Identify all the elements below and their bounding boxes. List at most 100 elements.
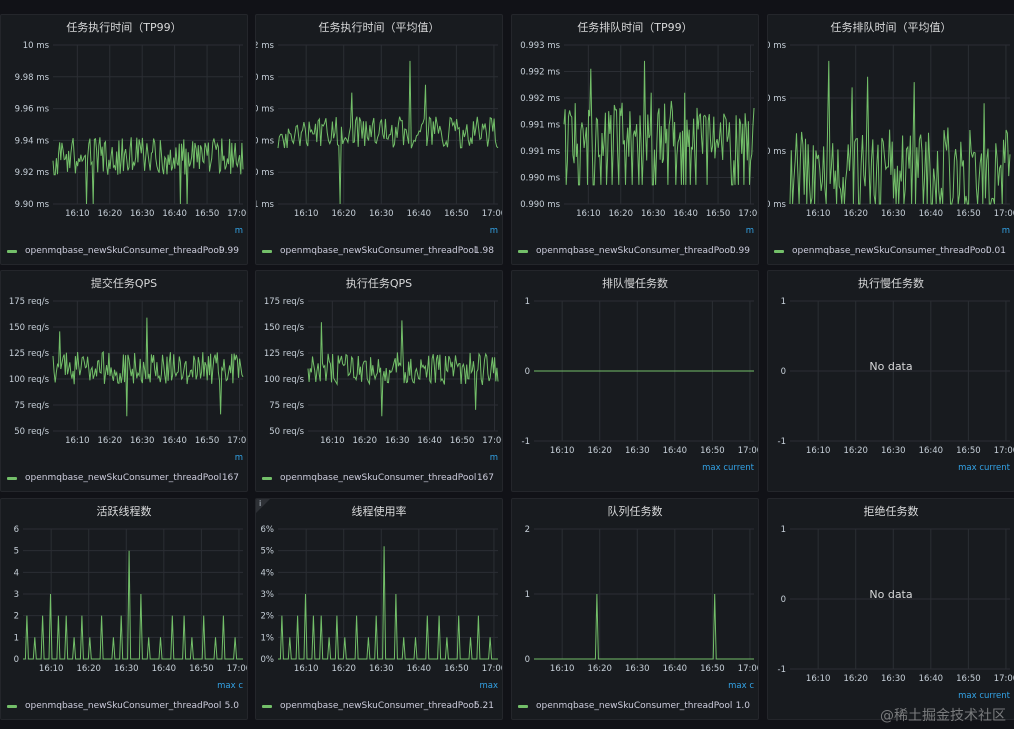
x-tick-label: 16:20: [98, 209, 123, 219]
x-tick-label: 16:40: [663, 446, 688, 456]
panel-p1[interactable]: 任务执行时间（TP99） 9.90 ms 9.92 ms 9.94 ms 9.96 ms…: [0, 14, 248, 265]
legend-header[interactable]: m: [234, 226, 243, 236]
x-tick-label: 16:50: [444, 664, 469, 674]
series-line[interactable]: [534, 593, 754, 660]
legend-value: 5.0: [224, 701, 239, 711]
panel-p8[interactable]: 执行慢任务数 -1 0 1 16:10 16:20 16:30 16:40 16:50 17:00…: [767, 270, 1014, 492]
y-tick-label: 0.0100 ms: [768, 94, 787, 104]
legend-header[interactable]: m: [1001, 226, 1010, 236]
series-line[interactable]: [278, 546, 498, 660]
legend-swatch: [262, 704, 272, 708]
y-tick-label: 100 req/s: [264, 375, 305, 385]
chart-svg: 0% 1% 2% 3% 4% 5% 6% 16:10 16:20 16:30 16:40 16:50 1…: [261, 525, 503, 674]
y-tick-label: 1: [525, 297, 530, 307]
series-line[interactable]: [23, 550, 243, 660]
y-tick-label: 1.80 ms: [256, 73, 275, 83]
y-tick-label: 4%: [261, 568, 275, 578]
legend-value: 5.21: [473, 701, 494, 711]
y-tick-label: 9.96 ms: [15, 105, 50, 115]
y-tick-label: 1: [14, 633, 19, 643]
panel-p9[interactable]: 活跃线程数 0 1 2 3 4 5 6 16:10 16:20 16:30 16:40 16:50 17:…: [0, 498, 248, 720]
y-tick-label: 0.990 ms: [520, 174, 560, 184]
series-line[interactable]: [52, 317, 244, 417]
y-tick-label: 0: [781, 595, 786, 605]
series-line[interactable]: [789, 60, 1011, 205]
legend-item[interactable]: openmqbase_newSkuConsumer_threadPool: [518, 246, 732, 256]
y-tick-label: 3%: [261, 590, 275, 600]
y-tick-label: 1: [781, 297, 786, 307]
legend-header[interactable]: max current: [702, 463, 754, 473]
panel-title[interactable]: 执行慢任务数: [858, 277, 924, 290]
x-tick-label: 16:20: [76, 664, 101, 674]
panel-p2[interactable]: 任务执行时间（平均值） 1 ms 1.20 ms 1.40 ms 1.60 ms 1.80…: [255, 14, 503, 265]
legend-header[interactable]: m: [489, 453, 498, 463]
series-line[interactable]: [52, 137, 244, 205]
legend-header[interactable]: max current: [958, 463, 1010, 473]
y-tick-label: 2 ms: [256, 41, 275, 51]
panel-title[interactable]: 执行任务QPS: [345, 277, 413, 290]
panel-title[interactable]: 线程使用率: [351, 505, 407, 518]
legend-item[interactable]: openmqbase_newSkuConsumer_threadPool: [262, 473, 476, 483]
legend-header[interactable]: m: [489, 226, 498, 236]
legend-item[interactable]: openmqbase_newSkuConsumer_threadPool: [262, 701, 476, 711]
y-tick-label: -1: [522, 437, 530, 447]
x-tick-label: 16:40: [162, 209, 187, 219]
legend-series-name: openmqbase_newSkuConsumer_threadPool: [25, 701, 222, 711]
legend-swatch: [7, 704, 17, 708]
legend-value: 167: [221, 473, 239, 483]
legend-header[interactable]: m: [234, 453, 243, 463]
panel-title[interactable]: 任务排队时间（平均值）: [830, 21, 952, 34]
panel-p4[interactable]: 任务排队时间（平均值） 0 ms 0.00500 ms 0.0100 ms 0.0150…: [767, 14, 1014, 265]
legend-value: 0.01: [985, 246, 1006, 256]
x-tick-label: 16:10: [806, 446, 831, 456]
x-tick-label: 16:30: [881, 209, 906, 219]
panel-p11[interactable]: 队列任务数 0 1 2 16:10 16:20 16:30 16:40 16:50 17:00 ma…: [511, 498, 759, 720]
legend-value: 1.0: [735, 701, 750, 711]
legend-series-name: openmqbase_newSkuConsumer_threadPool: [280, 473, 477, 483]
legend-item[interactable]: openmqbase_newSkuConsumer_threadPool: [518, 701, 732, 711]
x-tick-label: 17:00: [738, 664, 759, 674]
x-tick-label: 16:30: [114, 664, 139, 674]
x-tick-label: 17:00: [482, 209, 503, 219]
x-tick-label: 16:50: [189, 664, 214, 674]
legend-item[interactable]: openmqbase_newSkuConsumer_threadPool: [262, 246, 476, 256]
panel-p6[interactable]: 执行任务QPS 50 req/s 75 req/s 100 req/s 125 req/…: [255, 270, 503, 492]
panel-p12[interactable]: 拒绝任务数 -1 0 1 16:10 16:20 16:30 16:40 16:50 17:00 N…: [767, 498, 1014, 720]
legend-swatch: [7, 476, 17, 480]
panel-title[interactable]: 拒绝任务数: [863, 505, 919, 518]
panel-p3[interactable]: 任务排队时间（TP99） 0.990 ms 0.990 ms 0.991 ms 0.99…: [511, 14, 759, 265]
series-line[interactable]: [563, 60, 755, 186]
panel-title[interactable]: 任务排队时间（TP99）: [577, 21, 693, 34]
x-tick-label: 16:10: [294, 209, 319, 219]
panel-title[interactable]: 提交任务QPS: [90, 277, 158, 290]
y-tick-label: 10 ms: [23, 41, 50, 51]
legend-item[interactable]: openmqbase_newSkuConsumer_threadPool: [7, 246, 221, 256]
info-icon[interactable]: i: [259, 499, 262, 508]
y-tick-label: 125 req/s: [264, 349, 305, 359]
panel-p10[interactable]: 线程使用率 i 0% 1% 2% 3% 4% 5% 6% 16:10 16:20 16:30 16:40…: [255, 498, 503, 720]
series-line[interactable]: [277, 60, 499, 205]
panel-title[interactable]: 任务执行时间（TP99）: [66, 21, 182, 34]
legend-item[interactable]: openmqbase_newSkuConsumer_threadPool: [7, 473, 221, 483]
legend-item[interactable]: openmqbase_newSkuConsumer_threadPool: [7, 701, 221, 711]
series-line[interactable]: [307, 320, 499, 417]
y-tick-label: 0 ms: [768, 200, 787, 210]
panel-p5[interactable]: 提交任务QPS 50 req/s 75 req/s 100 req/s 125 req/…: [0, 270, 248, 492]
x-tick-label: 16:20: [353, 436, 378, 446]
legend-header[interactable]: m: [745, 226, 754, 236]
legend-header[interactable]: max c: [728, 681, 754, 691]
panel-title[interactable]: 排队慢任务数: [602, 277, 668, 290]
panel-title[interactable]: 队列任务数: [607, 505, 663, 518]
legend-item[interactable]: openmqbase_newSkuConsumer_threadPool: [774, 246, 988, 256]
panel-title[interactable]: 任务执行时间（平均值）: [318, 21, 440, 34]
x-tick-label: 16:40: [663, 664, 688, 674]
panel-title[interactable]: 活跃线程数: [96, 505, 152, 518]
x-tick-label: 16:40: [407, 209, 432, 219]
info-corner[interactable]: [256, 499, 270, 513]
panel-p7[interactable]: 排队慢任务数 -1 0 1 16:10 16:20 16:30 16:40 16:50 17:00…: [511, 270, 759, 492]
legend-header[interactable]: max: [479, 681, 498, 691]
x-tick-label: 16:10: [65, 209, 90, 219]
y-tick-label: 2%: [261, 612, 275, 622]
legend-header[interactable]: max c: [217, 681, 243, 691]
legend-header[interactable]: max current: [958, 691, 1010, 701]
